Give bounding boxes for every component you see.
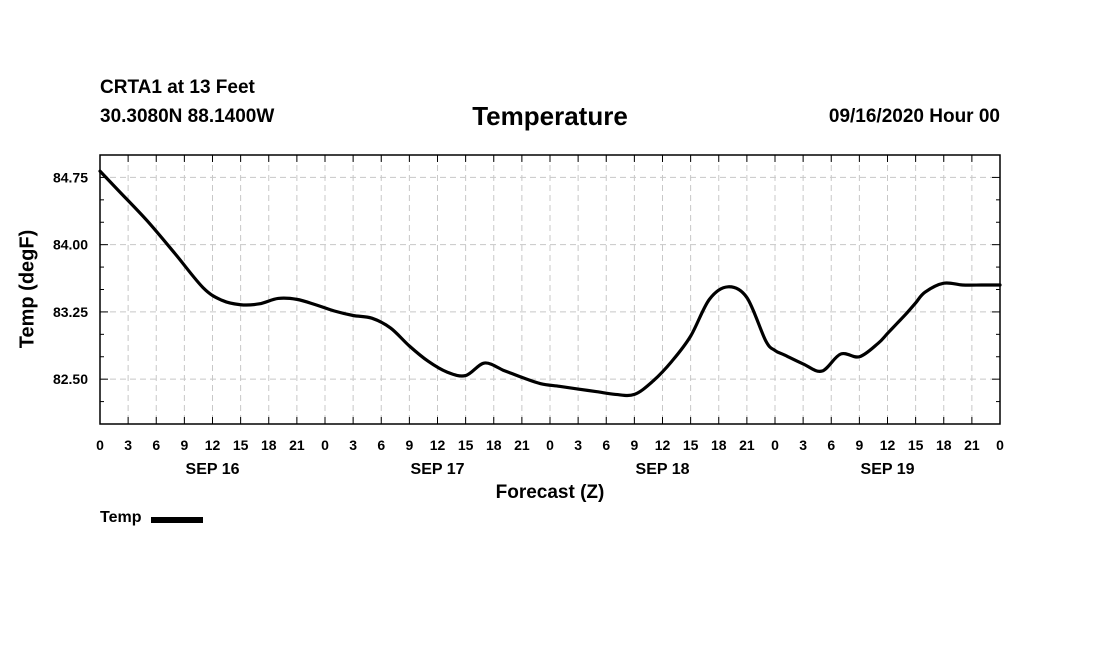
x-tick-label: 21 — [514, 437, 530, 453]
x-tick-label: 6 — [152, 437, 160, 453]
x-tick-label: 6 — [827, 437, 835, 453]
date-label: SEP 18 — [636, 461, 690, 478]
x-tick-label: 3 — [799, 437, 807, 453]
y-tick-label: 84.00 — [53, 237, 88, 253]
x-tick-label: 6 — [602, 437, 610, 453]
x-tick-label: 15 — [458, 437, 474, 453]
x-tick-label: 15 — [683, 437, 699, 453]
x-tick-label: 18 — [936, 437, 952, 453]
legend-label: Temp — [100, 509, 142, 526]
x-tick-label: 9 — [405, 437, 413, 453]
x-tick-label: 12 — [205, 437, 221, 453]
x-tick-label: 0 — [996, 437, 1004, 453]
x-tick-label: 15 — [233, 437, 249, 453]
x-tick-label: 18 — [261, 437, 277, 453]
x-tick-label: 0 — [771, 437, 779, 453]
x-tick-label: 0 — [546, 437, 554, 453]
forecast-run-time: 09/16/2020 Hour 00 — [828, 106, 1000, 127]
x-tick-label: 21 — [739, 437, 755, 453]
x-tick-label: 9 — [180, 437, 188, 453]
y-tick-label: 84.75 — [53, 169, 88, 185]
chart-title: Temperature — [472, 101, 628, 131]
x-tick-label: 21 — [289, 437, 305, 453]
temp-series-line — [98, 169, 1002, 398]
date-label: SEP 17 — [411, 461, 465, 478]
x-tick-label: 3 — [349, 437, 357, 453]
legend: Temp — [100, 509, 204, 527]
x-tick-label: 15 — [908, 437, 924, 453]
x-tick-label: 0 — [321, 437, 329, 453]
date-label: SEP 16 — [186, 461, 240, 478]
x-tick-label: 9 — [630, 437, 638, 453]
date-label: SEP 19 — [861, 461, 915, 478]
legend-line-swatch — [151, 516, 204, 523]
station-name: CRTA1 at 13 Feet — [100, 77, 255, 98]
y-tick-label: 83.25 — [53, 304, 88, 320]
x-tick-label: 21 — [964, 437, 980, 453]
x-tick-label: 0 — [96, 437, 104, 453]
x-tick-label: 12 — [655, 437, 671, 453]
y-tick-label: 82.50 — [53, 371, 88, 387]
station-coordinates: 30.3080N 88.1400W — [100, 106, 275, 127]
x-tick-label: 12 — [880, 437, 896, 453]
x-tick-label: 18 — [486, 437, 502, 453]
x-tick-label: 12 — [430, 437, 446, 453]
x-tick-label: 18 — [711, 437, 727, 453]
x-tick-label: 6 — [377, 437, 385, 453]
x-tick-label: 3 — [124, 437, 132, 453]
x-tick-label: 9 — [855, 437, 863, 453]
x-axis-label: Forecast (Z) — [495, 482, 605, 503]
x-tick-label: 3 — [574, 437, 582, 453]
